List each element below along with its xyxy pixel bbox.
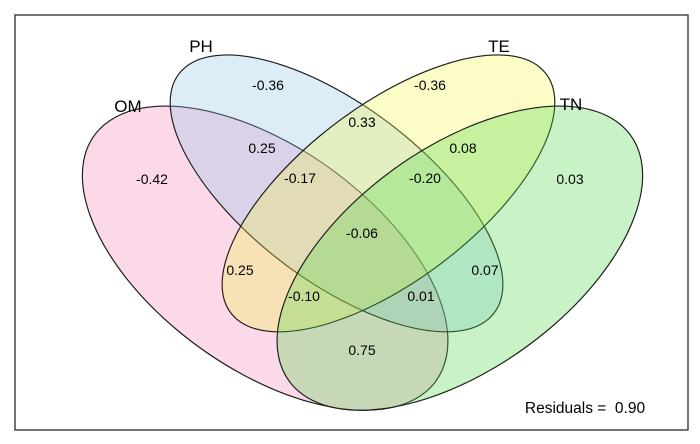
venn-ellipse-ph: [116, 10, 557, 377]
set-label-tn: TN: [560, 95, 583, 114]
region-value-om-ph-te: -0.17: [284, 170, 316, 186]
region-value-ph: -0.36: [252, 77, 284, 93]
region-value-te: -0.36: [414, 77, 446, 93]
set-label-te: TE: [488, 37, 510, 56]
residuals-label: Residuals = 0.90: [525, 400, 646, 417]
set-label-om: OM: [114, 97, 141, 116]
region-value-om-te-tn: -0.10: [288, 288, 320, 304]
region-value-om-ph: 0.25: [248, 140, 275, 156]
region-value-om-ph-te-tn: -0.06: [346, 225, 378, 241]
plot-border: [14, 14, 689, 431]
region-value-om-te: 0.25: [226, 262, 253, 278]
venn-ellipse-om: [17, 52, 513, 444]
region-value-om-ph-tn: 0.01: [407, 288, 434, 304]
region-value-tn: 0.03: [556, 171, 583, 187]
region-value-om: -0.42: [136, 171, 168, 187]
region-value-om-tn: 0.75: [348, 342, 375, 358]
region-value-ph-te-tn: -0.20: [409, 170, 441, 186]
venn-ellipse-tn: [212, 52, 700, 444]
region-value-te-tn: 0.08: [449, 140, 476, 156]
venn-ellipses-group: [17, 10, 700, 444]
venn-ellipse-te: [168, 10, 609, 377]
region-value-ph-tn: 0.07: [471, 262, 498, 278]
region-value-ph-te: 0.33: [348, 114, 375, 130]
set-label-ph: PH: [189, 37, 213, 56]
